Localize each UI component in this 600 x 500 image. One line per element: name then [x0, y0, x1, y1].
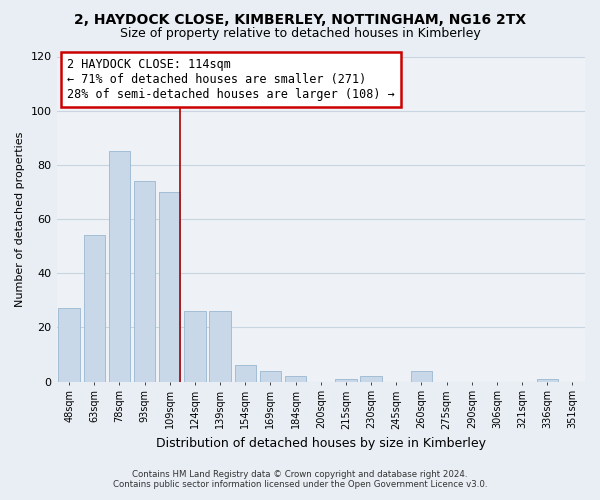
Bar — [209, 311, 231, 382]
Bar — [285, 376, 307, 382]
Y-axis label: Number of detached properties: Number of detached properties — [15, 132, 25, 306]
X-axis label: Distribution of detached houses by size in Kimberley: Distribution of detached houses by size … — [156, 437, 486, 450]
Bar — [411, 370, 432, 382]
Bar — [260, 370, 281, 382]
Bar — [159, 192, 181, 382]
Text: 2 HAYDOCK CLOSE: 114sqm
← 71% of detached houses are smaller (271)
28% of semi-d: 2 HAYDOCK CLOSE: 114sqm ← 71% of detache… — [67, 58, 395, 101]
Bar — [83, 236, 105, 382]
Bar — [134, 181, 155, 382]
Bar — [536, 379, 558, 382]
Bar — [184, 311, 206, 382]
Text: 2, HAYDOCK CLOSE, KIMBERLEY, NOTTINGHAM, NG16 2TX: 2, HAYDOCK CLOSE, KIMBERLEY, NOTTINGHAM,… — [74, 12, 526, 26]
Bar — [58, 308, 80, 382]
Bar — [109, 152, 130, 382]
Bar — [335, 379, 356, 382]
Bar — [361, 376, 382, 382]
Bar — [235, 366, 256, 382]
Text: Size of property relative to detached houses in Kimberley: Size of property relative to detached ho… — [119, 28, 481, 40]
Text: Contains HM Land Registry data © Crown copyright and database right 2024.
Contai: Contains HM Land Registry data © Crown c… — [113, 470, 487, 489]
